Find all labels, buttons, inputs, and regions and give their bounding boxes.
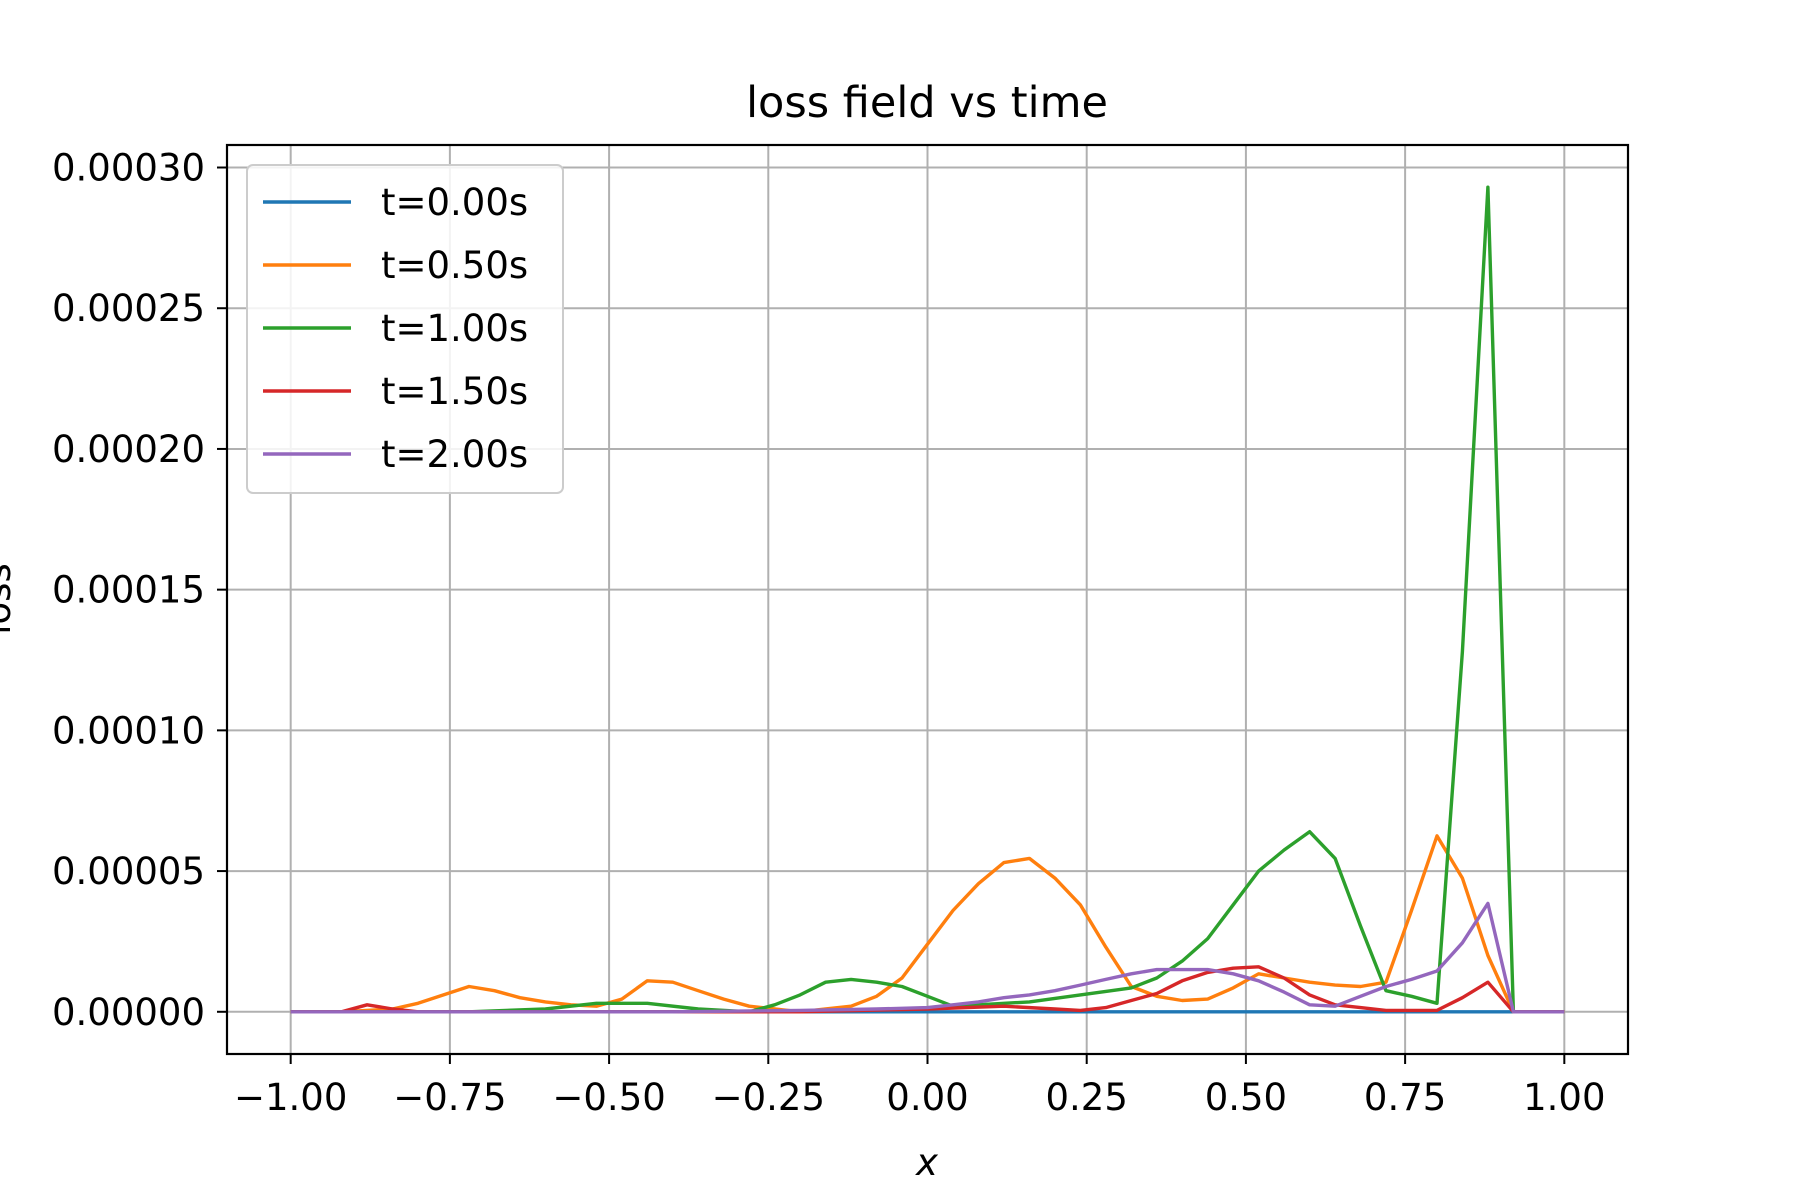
x-axis-label: x xyxy=(915,1141,939,1184)
legend-label-2: t=1.00s xyxy=(381,307,528,350)
y-tick-label: 0.00010 xyxy=(52,709,205,752)
legend-box xyxy=(246,164,564,494)
x-tick-label: −0.50 xyxy=(552,1076,665,1119)
series-layer xyxy=(290,185,1565,1014)
legend: t=0.00s t=0.50s t=1.00s t=1.50s t=2.00s xyxy=(246,164,564,494)
x-tick-label: 1.00 xyxy=(1523,1076,1605,1119)
x-tick-label: 0.25 xyxy=(1046,1076,1128,1119)
x-ticks: −1.00 −0.75 −0.50 −0.25 0.00 0.25 0.50 0.75 1.00 xyxy=(234,1054,1606,1119)
y-tick-label: 0.00015 xyxy=(52,569,205,612)
x-tick-label: 0.75 xyxy=(1364,1076,1446,1119)
y-tick-label: 0.00030 xyxy=(52,147,205,190)
y-tick-label: 0.00005 xyxy=(52,850,205,893)
y-ticks: 0.00000 0.00005 0.00010 0.00015 0.00020 0.000… xyxy=(52,147,227,1034)
x-tick-label: 0.00 xyxy=(886,1076,968,1119)
x-tick-label: 0.50 xyxy=(1205,1076,1287,1119)
series-line-4 xyxy=(290,901,1565,1014)
y-axis-label: loss xyxy=(0,563,19,634)
legend-label-3: t=1.50s xyxy=(381,370,528,413)
x-tick-label: −1.00 xyxy=(234,1076,347,1119)
series-line-1 xyxy=(290,834,1565,1014)
chart-title: loss field vs time xyxy=(746,78,1108,128)
legend-label-4: t=2.00s xyxy=(381,433,528,476)
y-tick-label: 0.00025 xyxy=(52,287,205,330)
legend-label-1: t=0.50s xyxy=(381,244,528,287)
legend-label-0: t=0.00s xyxy=(381,181,528,224)
x-tick-label: −0.25 xyxy=(712,1076,825,1119)
x-tick-label: −0.75 xyxy=(393,1076,506,1119)
y-tick-label: 0.00020 xyxy=(52,428,205,471)
y-tick-label: 0.00000 xyxy=(52,991,205,1034)
